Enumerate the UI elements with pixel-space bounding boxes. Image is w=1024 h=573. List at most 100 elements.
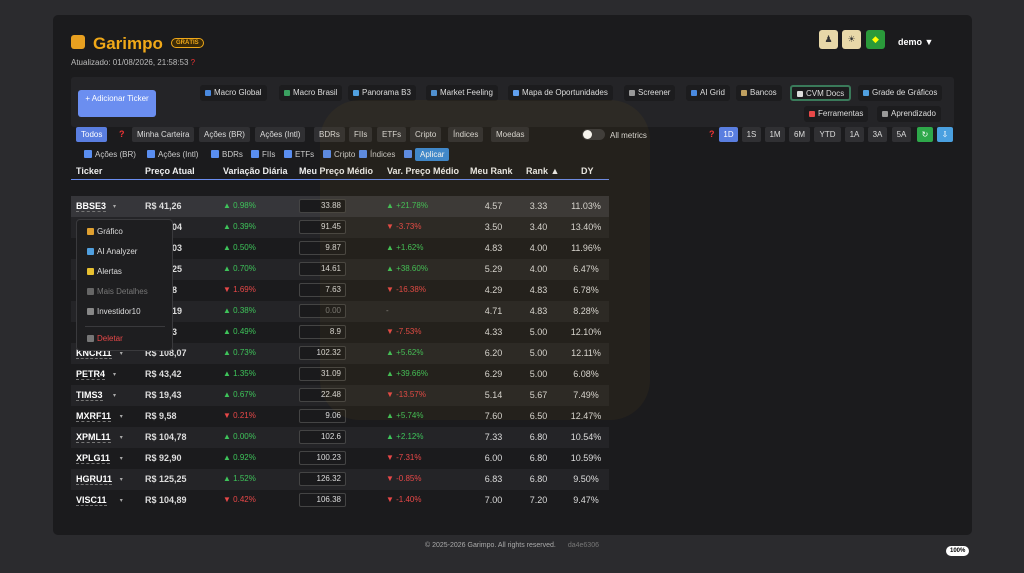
- menu-item-alertas[interactable]: Alertas: [87, 267, 122, 276]
- avg-price-input[interactable]: 106.38: [299, 493, 346, 507]
- filter-etfs[interactable]: ETFs: [377, 127, 407, 142]
- metrics-help-icon[interactable]: ?: [709, 129, 715, 139]
- avg-price-input[interactable]: 22.48: [299, 388, 346, 402]
- checkbox-etfs[interactable]: ETFs: [284, 150, 314, 159]
- period-1a[interactable]: 1A: [845, 127, 864, 142]
- checkbox-icon[interactable]: [251, 150, 259, 158]
- nav-panorama-b3[interactable]: Panorama B3: [348, 85, 416, 101]
- notifications-button[interactable]: ♟: [819, 30, 838, 49]
- chevron-down-icon[interactable]: ▾: [119, 435, 123, 441]
- apply-button[interactable]: Aplicar: [415, 148, 450, 161]
- checkbox-icon[interactable]: [284, 150, 292, 158]
- export-icon[interactable]: ⇩: [937, 127, 953, 142]
- ticker-link[interactable]: HGRU11: [76, 474, 113, 485]
- all-metrics-toggle[interactable]: [582, 129, 605, 140]
- nav-ferramentas[interactable]: Ferramentas: [804, 106, 869, 122]
- checkbox-a-es-br-[interactable]: Ações (BR): [84, 150, 136, 159]
- filter-a-es-br-[interactable]: Ações (BR): [199, 127, 250, 142]
- menu-item-investidor10[interactable]: Investidor10: [87, 307, 141, 316]
- ticker-link[interactable]: KNCR11: [76, 348, 112, 359]
- avg-price-input[interactable]: 9.87: [299, 241, 346, 255]
- chevron-down-icon[interactable]: ▾: [119, 414, 123, 420]
- avg-price-input[interactable]: 33.88: [299, 199, 346, 213]
- ticker-link[interactable]: XPML11: [76, 432, 111, 443]
- table-row[interactable]: HGRU11 ▾ R$ 125,25 ▲ 1.52% 126.32 ▼ -0.85% 6.8…: [71, 469, 609, 490]
- filter-bdrs[interactable]: BDRs: [314, 127, 345, 142]
- checkbox-icon[interactable]: [359, 150, 367, 158]
- period-5a[interactable]: 5A: [892, 127, 911, 142]
- checkbox-bdrs[interactable]: BDRs: [211, 150, 243, 159]
- column-header[interactable]: Preço Atual: [145, 166, 195, 176]
- table-row[interactable]: 19 ▲ 0.38% 0.00 - 4.71 4.83 8.28%: [71, 301, 609, 322]
- table-row[interactable]: 8 ▼ 1.69% 7.63 ▼ -16.38% 4.29 4.83 6.78%: [71, 280, 609, 301]
- brand-title[interactable]: Garimpo: [93, 34, 163, 53]
- period-1d[interactable]: 1D: [719, 127, 738, 142]
- checkbox-a-es-intl-[interactable]: Ações (Intl): [147, 150, 198, 159]
- ticker-link[interactable]: MXRF11: [76, 411, 112, 422]
- table-row[interactable]: MXRF11 ▾ R$ 9,58 ▼ 0.21% 9.06 ▲ +5.74% 7.60 6.5…: [71, 406, 609, 427]
- checkbox-icon[interactable]: [323, 150, 331, 158]
- chevron-down-icon[interactable]: ▾: [119, 351, 123, 357]
- nav-macro-global[interactable]: Macro Global: [200, 85, 267, 101]
- user-menu[interactable]: demo ▼: [898, 37, 934, 47]
- filter-a-es-intl-[interactable]: Ações (Intl): [255, 127, 306, 142]
- filter-minha-carteira[interactable]: Minha Carteira: [132, 127, 195, 142]
- help-icon[interactable]: ?: [190, 58, 196, 67]
- table-row[interactable]: KNCR11 ▾ R$ 108,07 ▲ 0.73% 102.32 ▲ +5.62% 6.2…: [71, 343, 609, 364]
- add-ticker-button[interactable]: + Adicionar Ticker: [78, 90, 156, 117]
- ticker-link[interactable]: PETR4: [76, 369, 106, 380]
- menu-item-deletar[interactable]: Deletar: [87, 334, 123, 343]
- menu-item-grafico[interactable]: Gráfico: [87, 227, 123, 236]
- nav-aprendizado[interactable]: Aprendizado: [877, 106, 941, 122]
- table-row[interactable]: 04 ▲ 0.39% 91.45 ▼ -3.73% 3.50 3.40 13.40%: [71, 217, 609, 238]
- filter--ndices[interactable]: Índices: [448, 127, 484, 142]
- menu-item-mais-detalhes[interactable]: Mais Detalhes: [87, 287, 148, 296]
- ticker-link[interactable]: BBSE3: [76, 201, 107, 212]
- column-header[interactable]: DY: [581, 166, 594, 176]
- chevron-down-icon[interactable]: ▾: [113, 204, 117, 210]
- chevron-down-icon[interactable]: ▾: [113, 372, 117, 378]
- theme-toggle-button[interactable]: ☀: [842, 30, 861, 49]
- ticker-link[interactable]: VISC11: [76, 495, 107, 506]
- menu-item-ai-analyzer[interactable]: AI Analyzer: [87, 247, 137, 256]
- column-header[interactable]: Var. Preço Médio: [387, 166, 460, 176]
- avg-price-input[interactable]: 126.32: [299, 472, 346, 486]
- column-header[interactable]: Meu Preço Médio: [299, 166, 374, 176]
- table-row[interactable]: XPLG11 ▾ R$ 92,90 ▲ 0.92% 100.23 ▼ -7.31% 6.00…: [71, 448, 609, 469]
- refresh-icon[interactable]: ↻: [917, 127, 933, 142]
- table-row[interactable]: PETR4 ▾ R$ 43,42 ▲ 1.35% 31.09 ▲ +39.66% 6.29 5…: [71, 364, 609, 385]
- checkbox-icon[interactable]: [404, 150, 412, 158]
- avg-price-input[interactable]: 102.6: [299, 430, 346, 444]
- avg-price-input[interactable]: 9.06: [299, 409, 346, 423]
- nav-bancos[interactable]: Bancos: [736, 85, 782, 101]
- column-header[interactable]: Variação Diária: [223, 166, 288, 176]
- checkbox-fiis[interactable]: FIIs: [251, 150, 275, 159]
- filter-cripto[interactable]: Cripto: [410, 127, 442, 142]
- table-row[interactable]: BBSE3 ▾ R$ 41,26 ▲ 0.98% 33.88 ▲ +21.78% 4.57 3…: [71, 196, 609, 217]
- avg-price-input[interactable]: 102.32: [299, 346, 346, 360]
- table-row[interactable]: VISC11 ▾ R$ 104,89 ▼ 0.42% 106.38 ▼ -1.40% 7.0…: [71, 490, 609, 511]
- nav-ai-grid[interactable]: AI Grid: [686, 85, 730, 101]
- language-flag-button[interactable]: ◆: [866, 30, 885, 49]
- checkbox--ndices[interactable]: Índices: [359, 150, 395, 159]
- ticker-link[interactable]: TIMS3: [76, 390, 103, 401]
- period-1s[interactable]: 1S: [742, 127, 761, 142]
- checkbox-icon[interactable]: [84, 150, 92, 158]
- period-3a[interactable]: 3A: [868, 127, 887, 142]
- avg-price-input[interactable]: 7.63: [299, 283, 346, 297]
- ticker-link[interactable]: XPLG11: [76, 453, 111, 464]
- column-header[interactable]: Rank ▲: [526, 166, 560, 176]
- period-6m[interactable]: 6M: [789, 127, 810, 142]
- table-row[interactable]: 3 ▲ 0.49% 8.9 ▼ -7.53% 4.33 5.00 12.10%: [71, 322, 609, 343]
- nav-grade-de-gr-ficos[interactable]: Grade de Gráficos: [858, 85, 943, 101]
- chevron-down-icon[interactable]: ▾: [119, 477, 123, 483]
- filter-moedas[interactable]: Moedas: [491, 127, 530, 142]
- chevron-down-icon[interactable]: ▾: [119, 498, 123, 504]
- column-header[interactable]: Meu Rank: [470, 166, 513, 176]
- nav-screener[interactable]: Screener: [624, 85, 676, 101]
- filter-fiis[interactable]: FIIs: [349, 127, 373, 142]
- column-header[interactable]: Ticker: [76, 166, 103, 176]
- chevron-down-icon[interactable]: ▾: [113, 393, 117, 399]
- checkbox-cripto[interactable]: Cripto: [323, 150, 355, 159]
- filter-todos[interactable]: Todos: [76, 127, 108, 142]
